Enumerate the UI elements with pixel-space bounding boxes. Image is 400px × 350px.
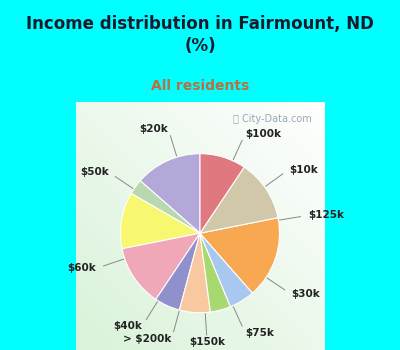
Wedge shape [200,167,278,233]
Wedge shape [200,233,230,312]
Wedge shape [200,154,244,233]
Text: $50k: $50k [80,167,109,177]
Wedge shape [122,233,200,299]
Text: $125k: $125k [308,210,344,220]
Text: $60k: $60k [68,263,96,273]
Text: $100k: $100k [245,128,281,139]
Text: $75k: $75k [245,328,274,338]
Text: All residents: All residents [151,79,249,93]
Text: $20k: $20k [140,124,168,134]
Wedge shape [200,233,252,307]
Text: $30k: $30k [291,289,320,299]
Wedge shape [200,218,280,293]
Text: > $200k: > $200k [123,334,172,344]
Text: Income distribution in Fairmount, ND
(%): Income distribution in Fairmount, ND (%) [26,15,374,55]
Wedge shape [140,154,200,233]
Wedge shape [131,181,200,233]
Wedge shape [180,233,210,313]
Text: ⓘ City-Data.com: ⓘ City-Data.com [233,114,312,124]
Wedge shape [120,194,200,249]
Text: $150k: $150k [189,337,225,347]
Text: $40k: $40k [113,321,142,331]
Wedge shape [156,233,200,310]
Text: $10k: $10k [289,164,318,175]
